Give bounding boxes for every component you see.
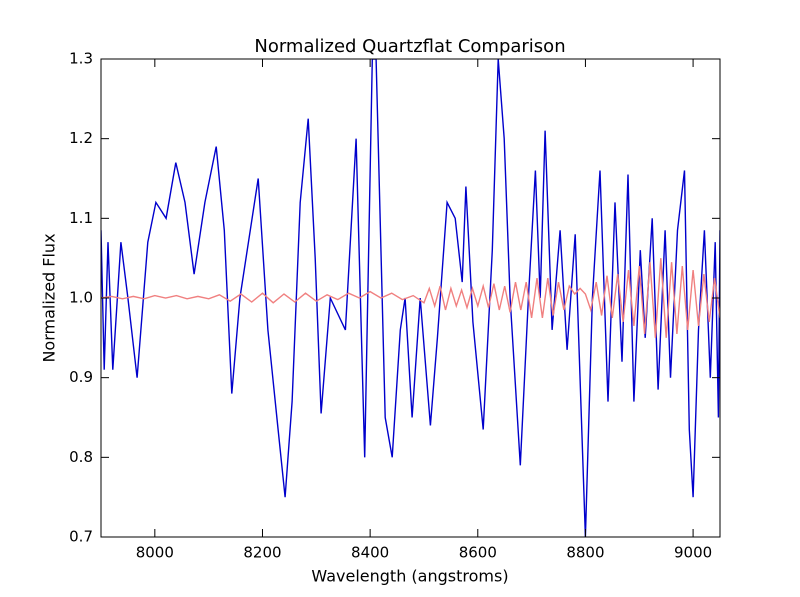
x-tick-label: 8000 — [136, 544, 174, 562]
x-tick-label: 8600 — [459, 544, 497, 562]
x-axis-label: Wavelength (angstroms) — [311, 567, 508, 586]
x-tick-label: 8200 — [243, 544, 281, 562]
x-tick-label: 8400 — [351, 544, 389, 562]
chart-title: Normalized Quartzflat Comparison — [254, 36, 565, 57]
y-tick-label: 1.2 — [69, 129, 93, 147]
data-line — [101, 258, 720, 338]
x-tick-label: 9000 — [674, 544, 712, 562]
y-tick-label: 1.3 — [69, 50, 93, 68]
x-tick-label: 8800 — [566, 544, 604, 562]
y-axis-label: Normalized Flux — [40, 233, 59, 362]
y-tick-label: 1.1 — [69, 209, 93, 227]
y-tick-label: 0.7 — [69, 528, 93, 546]
y-tick-label: 0.8 — [69, 448, 93, 466]
y-tick-label: 0.9 — [69, 368, 93, 386]
y-tick-label: 1.0 — [69, 289, 93, 307]
